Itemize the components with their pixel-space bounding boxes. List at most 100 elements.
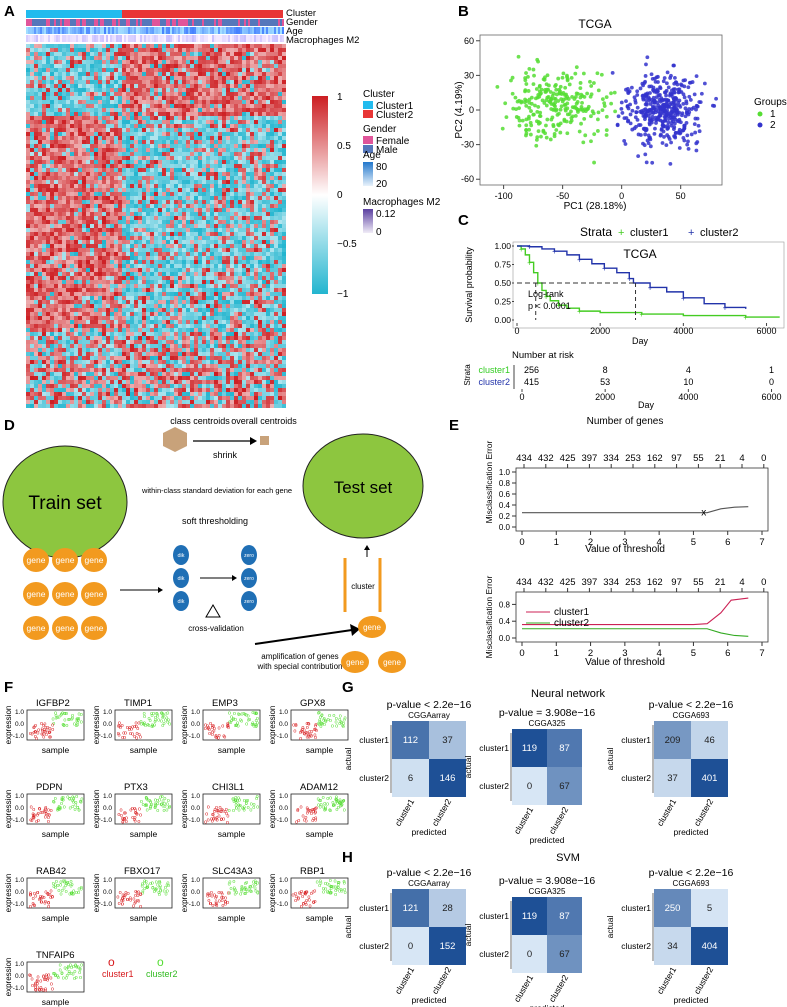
heatmap-cell [126, 308, 130, 312]
heatmap-cell [254, 308, 258, 312]
heatmap-cell [94, 280, 98, 284]
heatmap-cell [270, 244, 274, 248]
heatmap-cell [134, 44, 138, 48]
heatmap-cell [238, 44, 242, 48]
heatmap-cell [202, 188, 206, 192]
heatmap-cell [154, 304, 158, 308]
heatmap-cell [230, 52, 234, 56]
heatmap-cell [274, 152, 278, 156]
mac-cell [150, 35, 152, 42]
mac-cell [30, 35, 32, 42]
heatmap-cell [26, 324, 30, 328]
mac-cell [234, 35, 236, 42]
heatmap-cell [186, 256, 190, 260]
heatmap-cell [282, 104, 286, 108]
heatmap-cell [270, 64, 274, 68]
heatmap-cell [42, 140, 46, 144]
heatmap-cell [50, 108, 54, 112]
heatmap-cell [54, 160, 58, 164]
heatmap-cell [214, 116, 218, 120]
heatmap-cell [102, 108, 106, 112]
heatmap-cell [126, 44, 130, 48]
heatmap-cell [182, 252, 186, 256]
heatmap-cell [30, 116, 34, 120]
heatmap-cell [142, 148, 146, 152]
heatmap-cell [66, 204, 70, 208]
mac-cell [266, 35, 268, 42]
heatmap-cell [62, 252, 66, 256]
mac-cell [100, 35, 102, 42]
heatmap-cell [238, 296, 242, 300]
heatmap-cell [210, 80, 214, 84]
heatmap-cell [182, 56, 186, 60]
heatmap-cell [78, 284, 82, 288]
heatmap-cell [234, 100, 238, 104]
heatmap-cell [66, 192, 70, 196]
heatmap-cell [226, 236, 230, 240]
heatmap-cell [170, 320, 174, 324]
heatmap-cell [58, 44, 62, 48]
gender-cell [96, 19, 98, 26]
heatmap-cell [122, 184, 126, 188]
heatmap-cell [230, 148, 234, 152]
heatmap-cell [266, 236, 270, 240]
heatmap-cell [46, 280, 50, 284]
heatmap-cell [202, 44, 206, 48]
heatmap-cell [98, 232, 102, 236]
heatmap-cell [46, 72, 50, 76]
gender-cell [92, 19, 94, 26]
age-cell [54, 27, 56, 34]
heatmap-cell [82, 296, 86, 300]
gender-cell [154, 19, 156, 26]
heatmap-cell [242, 148, 246, 152]
heatmap-cell [186, 244, 190, 248]
heatmap-cell [122, 200, 126, 204]
heatmap-cell [38, 300, 42, 304]
heatmap-cell [162, 288, 166, 292]
heatmap-cell [238, 128, 242, 132]
heatmap-cell [78, 144, 82, 148]
mac-cell [42, 35, 44, 42]
heatmap-cell [142, 296, 146, 300]
heatmap-cell [150, 76, 154, 80]
mac-cell [112, 35, 114, 42]
heatmap-cell [110, 188, 114, 192]
heatmap-cell [174, 108, 178, 112]
heatmap-cell [38, 184, 42, 188]
heatmap-cell [278, 308, 282, 312]
heatmap-cell [82, 144, 86, 148]
heatmap-cell [118, 244, 122, 248]
heatmap-cell [150, 224, 154, 228]
heatmap-cell [226, 88, 230, 92]
age-cell [222, 27, 224, 34]
heatmap-cell [162, 92, 166, 96]
heatmap-cell [174, 152, 178, 156]
heatmap-cell [238, 72, 242, 76]
heatmap-cell [162, 172, 166, 176]
heatmap-cell [50, 124, 54, 128]
heatmap-cell [182, 84, 186, 88]
heatmap-cell [58, 244, 62, 248]
heatmap-cell [170, 224, 174, 228]
heatmap-cell [46, 272, 50, 276]
heatmap-cell [66, 112, 70, 116]
heatmap-cell [46, 312, 50, 316]
heatmap-cell [114, 208, 118, 212]
heatmap-cell [118, 144, 122, 148]
heatmap-cell [130, 96, 134, 100]
heatmap-cell [206, 228, 210, 232]
heatmap-cell [238, 64, 242, 68]
heatmap-cell [134, 224, 138, 228]
heatmap-cell [134, 168, 138, 172]
gender-cell [232, 19, 234, 26]
heatmap-cell [202, 212, 206, 216]
heatmap-cell [30, 128, 34, 132]
heatmap-cell [102, 256, 106, 260]
heatmap-cell [166, 144, 170, 148]
heatmap-cell [142, 56, 146, 60]
heatmap-cell [90, 224, 94, 228]
heatmap-cell [94, 76, 98, 80]
heatmap-cell [270, 208, 274, 212]
heatmap-cell [58, 148, 62, 152]
gender-cell [260, 19, 262, 26]
